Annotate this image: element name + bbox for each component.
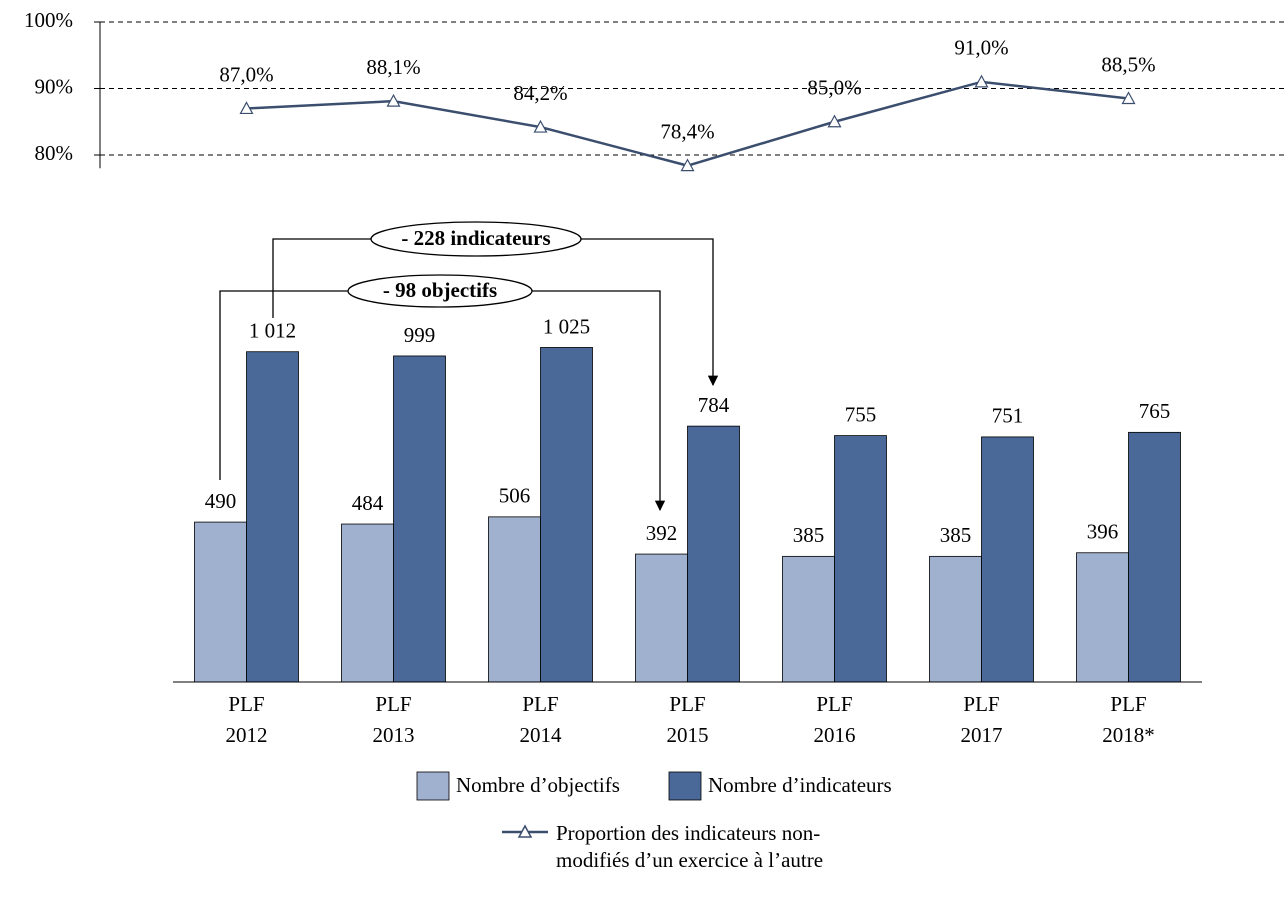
legend-label: Nombre d’objectifs <box>456 773 620 797</box>
data-label: 88,5% <box>1101 52 1155 76</box>
bar <box>488 516 541 683</box>
bar <box>194 521 247 683</box>
annotation: - 228 indicateurs <box>401 226 550 250</box>
annotation: - 98 objectifs <box>383 278 497 302</box>
data-label: 484 <box>352 491 384 515</box>
x-tick-label: PLF <box>228 692 264 716</box>
data-label: 85,0% <box>807 76 861 100</box>
data-label: 385 <box>793 523 825 547</box>
line-legend-label: Proportion des indicateurs non-modifiés … <box>556 821 824 872</box>
annotation-oval <box>370 221 582 257</box>
bar <box>1128 431 1181 683</box>
marker <box>533 119 548 133</box>
legend-label: Nombre d’indicateurs <box>708 773 892 797</box>
data-label: 392 <box>646 521 678 545</box>
marker <box>1121 91 1136 105</box>
bar <box>341 523 394 683</box>
data-label: 784 <box>698 393 730 417</box>
x-tick-label: 2015 <box>667 723 709 747</box>
data-label: 88,1% <box>366 55 420 79</box>
marker <box>827 114 842 128</box>
data-label: 84,2% <box>513 81 567 105</box>
data-label: 78,4% <box>660 119 714 143</box>
data-label: 999 <box>404 323 436 347</box>
x-tick-label: 2016 <box>814 723 856 747</box>
data-label: 751 <box>992 404 1024 428</box>
x-tick-label: 2018* <box>1102 723 1155 747</box>
annotation-arrow <box>272 238 719 387</box>
x-tick-label: PLF <box>963 692 999 716</box>
legend-swatch <box>416 771 450 801</box>
bar <box>246 351 299 683</box>
bar <box>393 355 446 683</box>
x-tick-label: PLF <box>816 692 852 716</box>
data-label: 755 <box>845 402 877 426</box>
data-label: 1 025 <box>543 314 590 338</box>
y-tick-label: 80% <box>35 141 74 165</box>
data-label: 1 012 <box>249 319 296 343</box>
x-tick-label: 2017 <box>961 723 1003 747</box>
x-tick-label: 2012 <box>226 723 268 747</box>
marker <box>680 158 695 172</box>
x-tick-label: PLF <box>522 692 558 716</box>
x-tick-label: PLF <box>1110 692 1146 716</box>
marker <box>239 101 254 115</box>
y-tick-label: 100% <box>24 8 73 32</box>
marker <box>974 74 989 88</box>
data-label: 87,0% <box>219 62 273 86</box>
bar <box>1076 552 1129 683</box>
legend-swatch <box>668 771 702 801</box>
data-label: 385 <box>940 523 972 547</box>
data-label: 396 <box>1087 520 1119 544</box>
x-tick-label: PLF <box>375 692 411 716</box>
legend-marker <box>517 824 533 838</box>
data-label: 91,0% <box>954 36 1008 60</box>
annotation-oval <box>347 274 533 308</box>
x-tick-label: 2013 <box>373 723 415 747</box>
marker <box>386 93 401 107</box>
bar <box>635 553 688 683</box>
bar <box>540 347 593 683</box>
data-label: 506 <box>499 484 531 508</box>
y-tick-label: 90% <box>35 74 74 98</box>
bar <box>782 555 835 683</box>
data-label: 490 <box>205 489 237 513</box>
x-tick-label: 2014 <box>520 723 563 747</box>
bar <box>687 425 740 683</box>
data-label: 765 <box>1139 399 1171 423</box>
bar <box>834 435 887 683</box>
bar <box>981 436 1034 683</box>
x-tick-label: PLF <box>669 692 705 716</box>
bar <box>929 555 982 683</box>
